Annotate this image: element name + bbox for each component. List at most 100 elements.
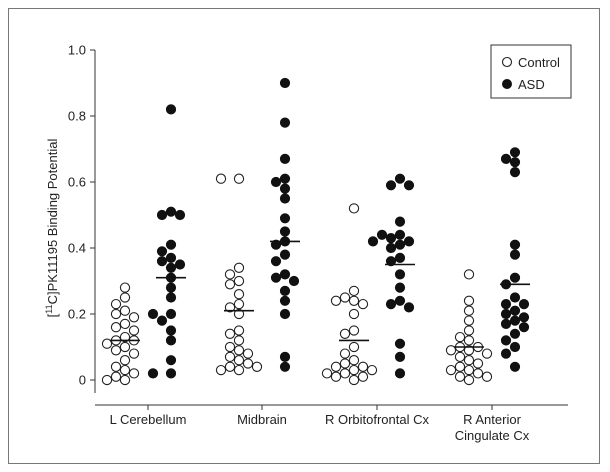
control-point [463,374,475,386]
control-point [119,305,131,316]
control-point [463,364,475,376]
x-tick-label: R Orbitofrontal Cx [325,412,430,427]
asd-point [394,282,406,293]
y-tick-label: 0.6 [68,175,86,190]
asd-point [165,206,177,217]
control-point [357,361,369,372]
asd-point [270,272,282,283]
asd-point [394,173,406,184]
y-tick-label: 0.8 [68,109,86,124]
control-point [357,298,369,310]
asd-point [394,368,406,379]
control-point [454,351,466,363]
control-point [233,262,245,273]
asd-point [165,368,177,379]
asd-point [165,282,177,293]
control-point [128,348,140,359]
asd-point [403,302,415,313]
control-point [119,282,131,293]
control-point [463,345,475,356]
control-point [348,308,360,320]
control-point [366,364,378,376]
asd-point [509,305,521,316]
control-point [110,298,122,310]
control-point [233,173,245,184]
control-point [330,371,342,382]
control-point [472,368,484,379]
legend-control-label: Control [518,55,560,70]
control-point [233,364,245,376]
control-point [463,355,475,366]
control-point [330,361,342,372]
control-point [348,295,360,306]
control-point [224,328,236,339]
asd-point [156,315,168,326]
asd-point [385,180,397,191]
asd-point [500,299,512,310]
asd-point [279,226,291,237]
asd-point [279,285,291,296]
asd-point [394,252,406,263]
legend-asd-label: ASD [518,77,545,92]
asd-point [509,167,521,178]
asd-point [147,368,159,379]
asd-point [509,361,521,372]
control-point [481,348,493,359]
legend-asd-marker [502,79,512,89]
control-point [233,298,245,310]
control-point [128,325,140,336]
control-point [348,355,360,366]
control-point [233,335,245,346]
x-ticks-group: L Cerebellum Midbrain R Orbitofrontal Cx R … [110,405,530,443]
control-point [348,374,360,386]
control-point [119,374,131,386]
control-point [110,361,122,372]
control-point [110,345,122,356]
control-point [454,331,466,343]
legend-box [490,44,572,99]
asd-point [518,312,530,323]
asd-point [385,256,397,267]
asd-point [509,292,521,303]
control-point [251,361,263,372]
asd-point [518,322,530,333]
asd-point [279,153,291,164]
control-point [339,348,351,359]
asd-point [279,183,291,194]
control-point [110,322,122,333]
control-point [472,358,484,369]
asd-point [147,308,159,320]
control-point [463,305,475,316]
asd-point [279,351,291,362]
control-point [233,345,245,356]
control-point [101,338,113,349]
control-point [463,269,475,280]
y-axis-label-superscript: 11 [44,304,54,313]
asd-point [279,269,291,280]
control-point [233,289,245,300]
asd-point [509,272,521,283]
asd-point [509,341,521,353]
asd-point [270,176,282,188]
asd-point [279,249,291,260]
control-point [224,269,236,280]
asd-point [279,213,291,224]
y-tick-label: 0.2 [68,307,86,322]
asd-point [509,157,521,168]
asd-point [500,335,512,346]
asd-point [403,180,415,191]
control-point [357,371,369,382]
control-point [224,279,236,290]
control-point [242,358,254,369]
y-tick-label: 0.4 [68,241,86,256]
asd-point [509,315,521,326]
asd-point [394,295,406,306]
asd-point [509,249,521,260]
control-point [224,351,236,363]
asd-point [394,351,406,362]
asd-point [279,308,291,320]
control-point [463,325,475,336]
control-point [224,341,236,353]
asd-point [279,173,291,184]
